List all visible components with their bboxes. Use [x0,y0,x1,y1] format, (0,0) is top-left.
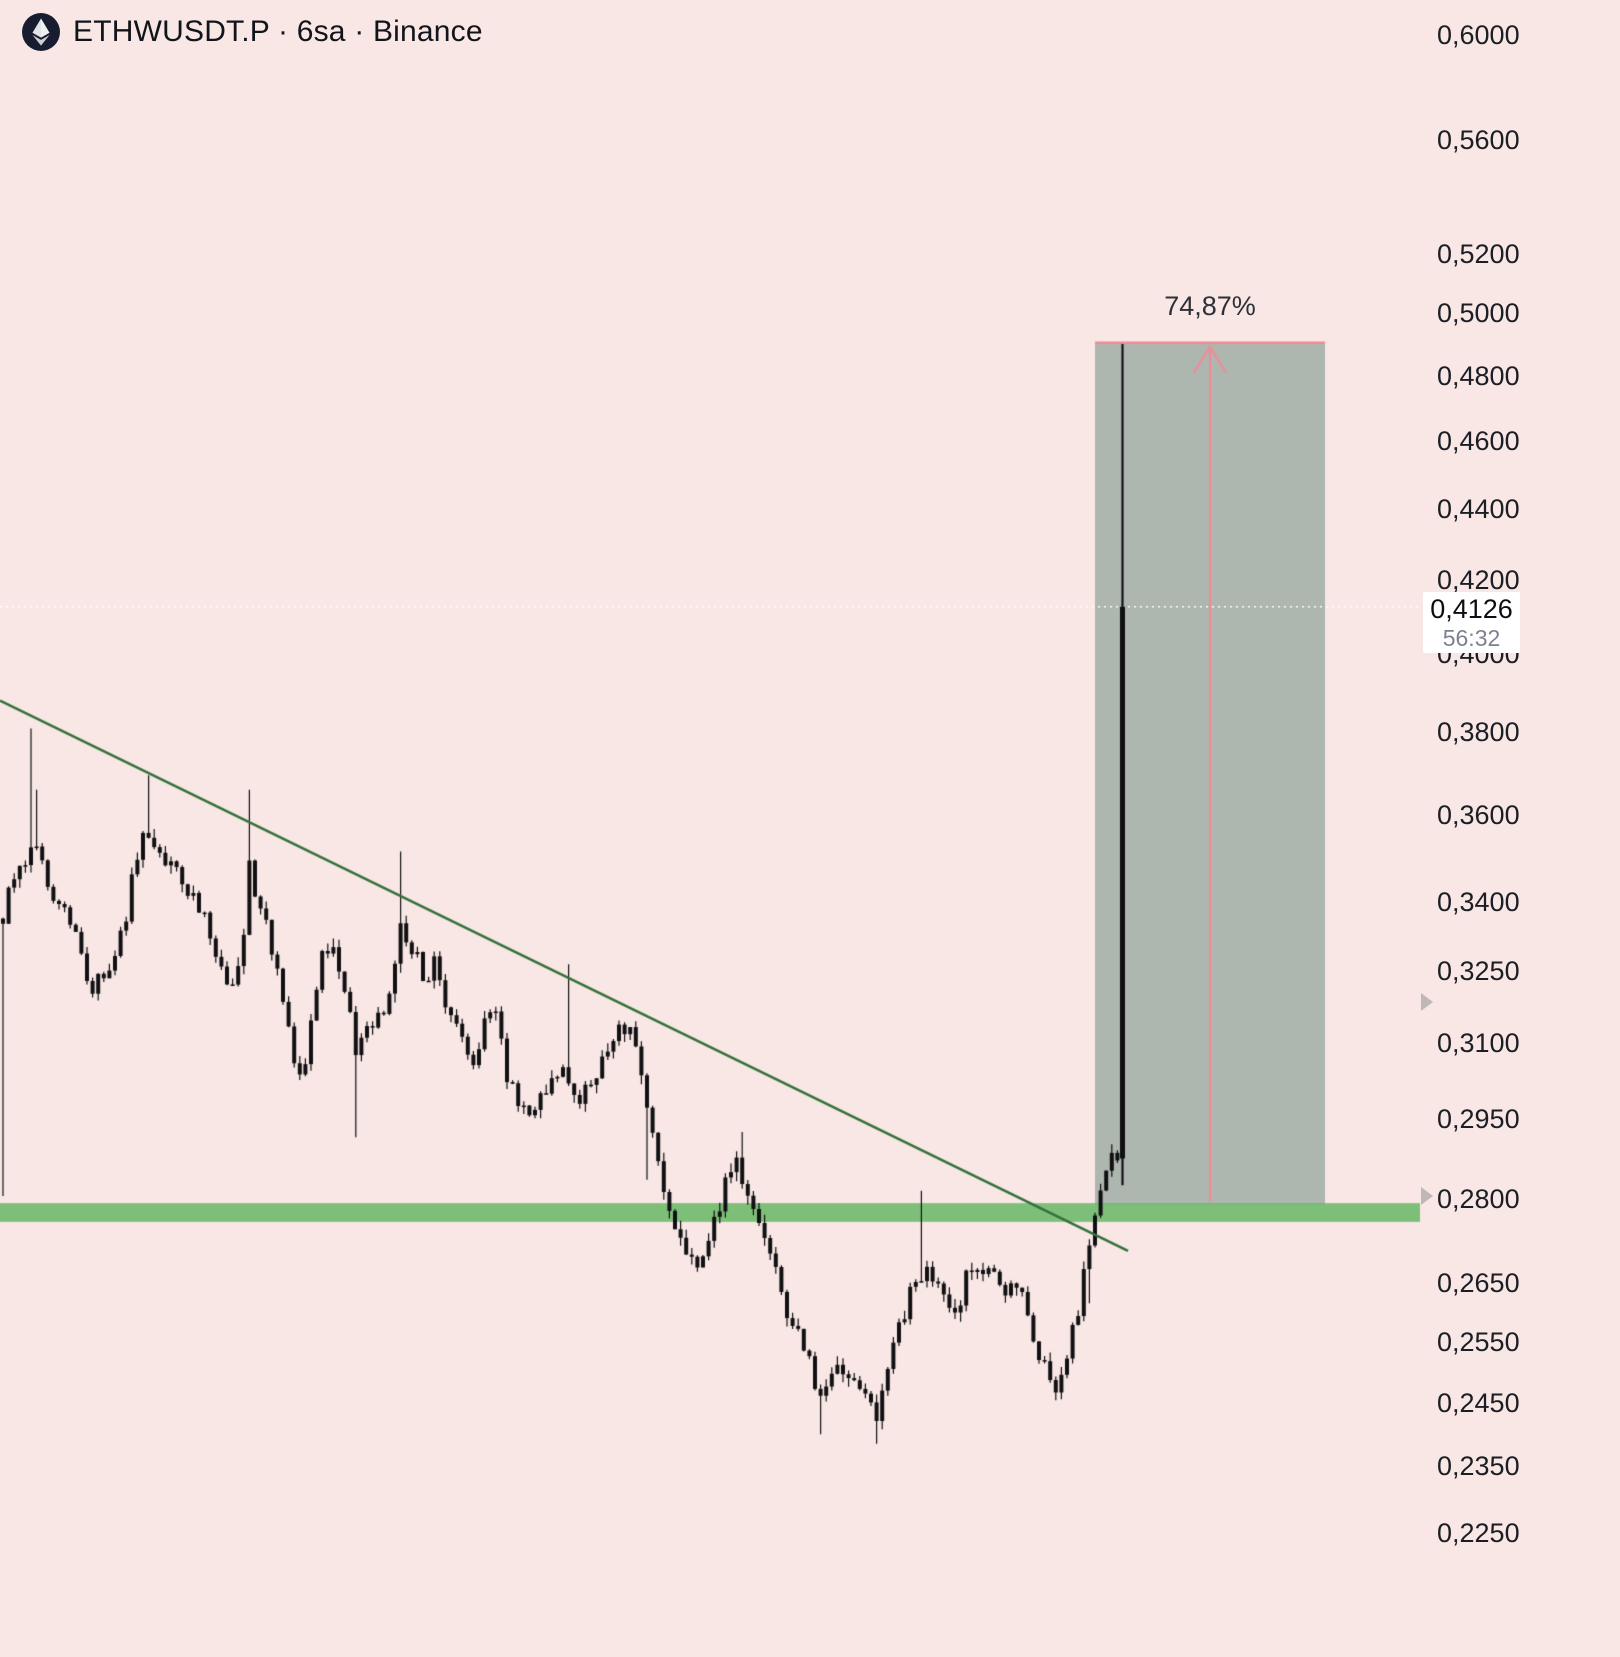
axis-marker-icon [1421,993,1433,1011]
axis-tick-label: 0,4600 [1437,425,1520,456]
axis-tick-label: 0,4200 [1437,564,1520,595]
price-axis[interactable]: 0,6000 0,5600 0,5200 0,5000 0,4800 0,4600 0,44… [1420,0,1620,1657]
axis-tick-label: 0,3100 [1437,1028,1520,1059]
axis-tick-label: 0,2250 [1437,1517,1520,1548]
axis-tick-label: 0,5600 [1437,125,1520,156]
axis-tick-label: 0,2350 [1437,1451,1520,1482]
current-price-label: 0,4126 56:32 [1423,591,1520,653]
current-price-value: 0,4126 [1430,593,1513,624]
axis-tick-label: 0,5000 [1437,298,1520,329]
axis-tick-label: 0,6000 [1437,20,1520,50]
symbol-title: ETHWUSDT.P · 6sa · Binance [73,15,483,48]
symbol-header: ETHWUSDT.P · 6sa · Binance [22,13,483,51]
axis-tick-label: 0,5200 [1437,238,1520,269]
axis-tick-label: 0,4400 [1437,493,1520,524]
ethereum-icon [22,13,60,51]
axis-tick-label: 0,2450 [1437,1387,1520,1418]
axis-tick-label: 0,2650 [1437,1267,1520,1298]
axis-tick-label: 0,2800 [1437,1183,1520,1214]
axis-tick-label: 0,3800 [1437,717,1520,748]
axis-tick-label: 0,2950 [1437,1104,1520,1135]
axis-tick-label: 0,3250 [1437,956,1520,987]
axis-tick-label: 0,4800 [1437,360,1520,391]
axis-tick-label: 0,2550 [1437,1326,1520,1357]
axis-marker-icon [1421,1187,1433,1205]
axis-tick-label: 0,3400 [1437,887,1520,918]
percent-change-label: 74,87% [1164,290,1256,321]
bar-countdown: 56:32 [1442,624,1501,651]
axis-tick-label: 0,3600 [1437,800,1520,831]
